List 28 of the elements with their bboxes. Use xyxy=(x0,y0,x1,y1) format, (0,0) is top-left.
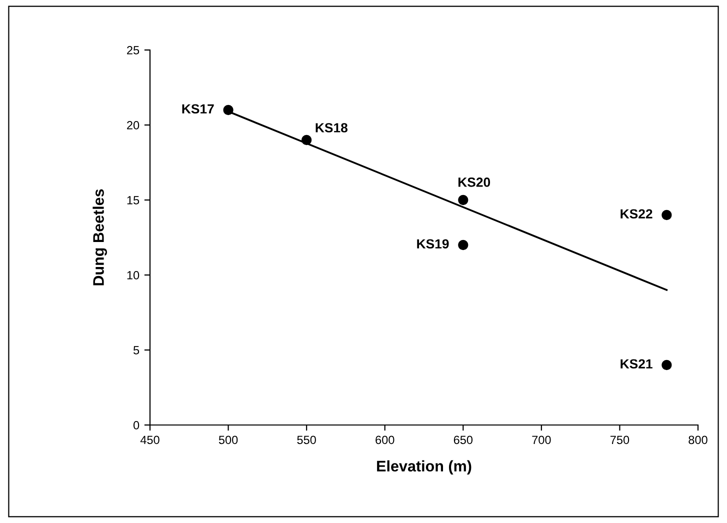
y-tick-label: 10 xyxy=(127,271,140,280)
annotation: KS22 xyxy=(620,209,652,219)
point xyxy=(223,104,234,116)
x-tick-label: 700 xyxy=(532,436,551,444)
annotation: KS19 xyxy=(417,239,449,249)
annotation: KS20 xyxy=(458,178,490,187)
y-tick-label: 15 xyxy=(127,196,140,204)
x-tick-label: 650 xyxy=(454,436,473,444)
y-tick-label: 20 xyxy=(127,121,140,130)
x-tick-label: 500 xyxy=(218,436,238,444)
point xyxy=(662,360,672,370)
annotation: KS21 xyxy=(620,359,652,369)
y-tick-label: 5 xyxy=(133,346,140,354)
point xyxy=(458,194,468,206)
x-tick-label: 800 xyxy=(688,436,708,444)
y-axis-title: Dung Beetles xyxy=(92,189,108,286)
x-tick-label: 750 xyxy=(610,436,630,444)
y-tick-label: 0 xyxy=(133,421,140,430)
x-tick-label: 550 xyxy=(297,436,316,444)
annotation: KS17 xyxy=(182,104,214,114)
y-tick-label: 25 xyxy=(127,46,140,54)
annotation: KS18 xyxy=(316,123,348,132)
x-tick-label: 450 xyxy=(140,436,160,444)
x-axis-title: Elevation (m) xyxy=(377,460,472,475)
point xyxy=(301,134,312,146)
point xyxy=(662,210,672,220)
point xyxy=(458,240,468,250)
x-tick-label: 600 xyxy=(376,436,394,444)
